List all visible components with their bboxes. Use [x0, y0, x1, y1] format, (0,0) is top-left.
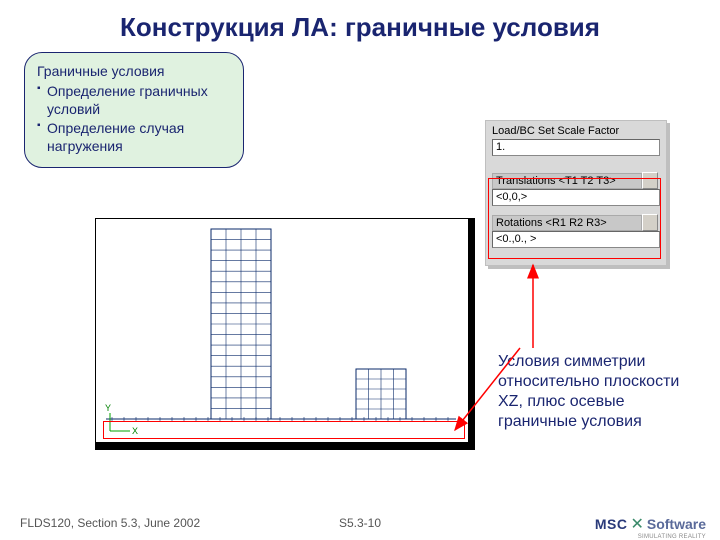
- logo-mark-icon: ✕: [630, 514, 643, 534]
- translations-label: Translations <T1 T2 T3>: [492, 173, 642, 189]
- slide-title: Конструкция ЛА: граничные условия: [0, 12, 720, 43]
- scale-factor-input[interactable]: 1.: [492, 139, 660, 156]
- logo-software-text: Software: [647, 516, 706, 532]
- rotations-row: Rotations <R1 R2 R3> <0.,0., >: [486, 210, 666, 248]
- translations-picker-button[interactable]: [642, 172, 658, 189]
- rotations-picker-button[interactable]: [642, 214, 658, 231]
- callout-item: Определение граничных условий: [37, 83, 231, 118]
- callout-header: Граничные условия: [37, 63, 231, 79]
- rotations-label: Rotations <R1 R2 R3>: [492, 215, 642, 231]
- annotation-text: Условия симметрии относительно плоскости…: [498, 352, 698, 432]
- scale-factor-label: Load/BC Set Scale Factor: [492, 125, 660, 137]
- translations-row: Translations <T1 T2 T3> <0,0,>: [486, 168, 666, 206]
- callout-item: Определение случая нагружения: [37, 120, 231, 155]
- model-grid: XY: [96, 219, 470, 444]
- properties-panel: Load/BC Set Scale Factor 1. Translations…: [485, 120, 667, 266]
- callout-box: Граничные условия Определение граничных …: [24, 52, 244, 168]
- svg-text:X: X: [132, 426, 138, 436]
- callout-list: Определение граничных условий Определени…: [37, 83, 231, 155]
- scale-factor-row: Load/BC Set Scale Factor 1.: [486, 121, 666, 156]
- rotations-input[interactable]: <0.,0., >: [492, 231, 660, 248]
- model-viewport: XY: [95, 218, 469, 443]
- msc-logo: MSC ✕ Software: [595, 514, 706, 534]
- translations-input[interactable]: <0,0,>: [492, 189, 660, 206]
- svg-text:Y: Y: [105, 403, 111, 413]
- model-viewport-shadow: XY: [95, 218, 475, 450]
- logo-subtitle: SIMULATING REALITY: [638, 534, 706, 540]
- logo-msc-text: MSC: [595, 516, 628, 532]
